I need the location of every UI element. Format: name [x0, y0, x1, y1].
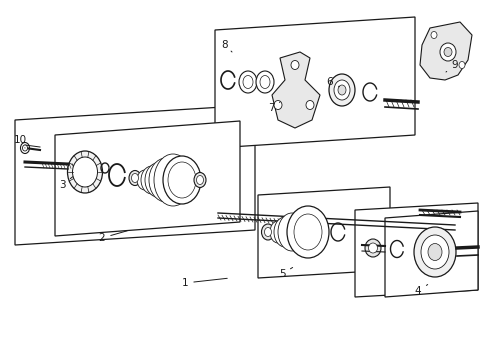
Ellipse shape: [458, 62, 464, 68]
Text: 4: 4: [414, 284, 427, 296]
Ellipse shape: [22, 145, 27, 151]
Ellipse shape: [333, 80, 349, 100]
Ellipse shape: [131, 174, 138, 183]
Ellipse shape: [364, 239, 380, 257]
Ellipse shape: [149, 158, 183, 202]
Text: 8: 8: [221, 40, 231, 52]
Polygon shape: [419, 22, 471, 80]
Ellipse shape: [243, 76, 252, 89]
Ellipse shape: [273, 100, 282, 109]
Ellipse shape: [154, 154, 192, 206]
Polygon shape: [55, 121, 240, 236]
Ellipse shape: [261, 224, 274, 240]
Ellipse shape: [420, 235, 448, 269]
Ellipse shape: [67, 151, 102, 193]
Ellipse shape: [290, 60, 298, 69]
Polygon shape: [258, 187, 389, 278]
Text: 9: 9: [445, 60, 457, 72]
Ellipse shape: [293, 214, 321, 250]
Ellipse shape: [145, 162, 173, 198]
Ellipse shape: [286, 206, 328, 258]
Ellipse shape: [20, 143, 29, 153]
Ellipse shape: [278, 213, 305, 251]
Polygon shape: [354, 203, 477, 297]
Ellipse shape: [239, 71, 257, 93]
Ellipse shape: [137, 170, 153, 190]
Ellipse shape: [328, 74, 354, 106]
Ellipse shape: [273, 217, 295, 247]
Polygon shape: [271, 52, 319, 128]
Ellipse shape: [443, 48, 451, 57]
Ellipse shape: [439, 43, 455, 61]
Polygon shape: [215, 17, 414, 148]
Text: 1: 1: [182, 278, 227, 288]
Ellipse shape: [368, 243, 377, 253]
Ellipse shape: [256, 71, 273, 93]
Ellipse shape: [337, 85, 346, 95]
Ellipse shape: [129, 171, 141, 185]
Text: 5: 5: [278, 267, 292, 279]
Ellipse shape: [269, 221, 285, 243]
Ellipse shape: [260, 76, 269, 89]
Ellipse shape: [264, 228, 271, 237]
Text: 6: 6: [326, 77, 339, 87]
Ellipse shape: [427, 243, 441, 261]
Polygon shape: [15, 105, 254, 245]
Ellipse shape: [163, 156, 201, 204]
Ellipse shape: [430, 31, 436, 39]
Ellipse shape: [413, 227, 455, 277]
Text: 7: 7: [267, 102, 280, 113]
Ellipse shape: [72, 157, 97, 187]
Ellipse shape: [305, 100, 313, 109]
Ellipse shape: [141, 166, 163, 194]
Text: 10: 10: [13, 135, 26, 148]
Ellipse shape: [168, 162, 196, 198]
Ellipse shape: [194, 172, 205, 188]
Text: 2: 2: [99, 231, 127, 243]
Polygon shape: [384, 211, 477, 297]
Ellipse shape: [196, 175, 203, 184]
Text: 3: 3: [59, 177, 73, 190]
